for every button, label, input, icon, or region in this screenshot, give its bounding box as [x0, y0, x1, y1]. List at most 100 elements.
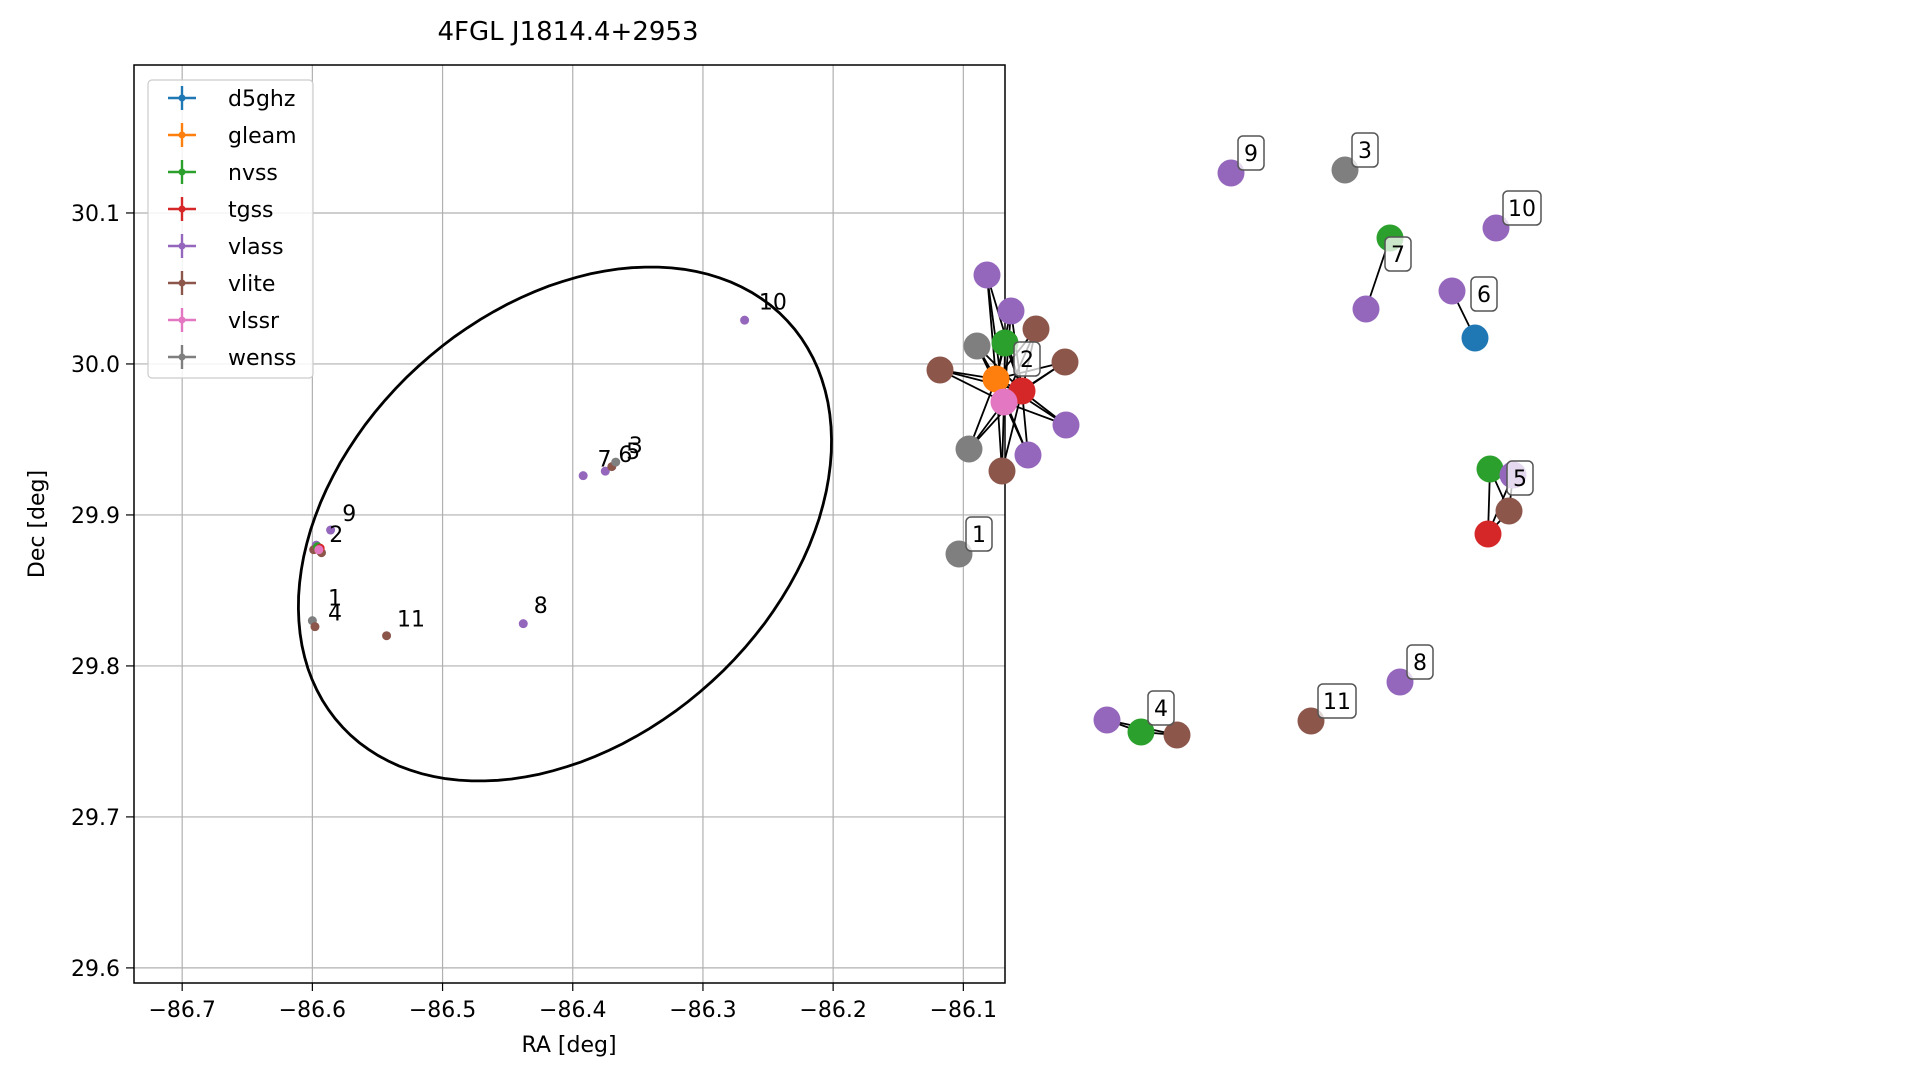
graph-node-vlite	[1495, 497, 1523, 525]
y-tick-label: 30.1	[71, 202, 120, 227]
y-tick-label: 29.7	[71, 806, 120, 831]
graph-node-vlite	[926, 356, 954, 384]
graph-label-box	[1237, 135, 1265, 171]
legend-label-tgss: tgss	[228, 198, 274, 223]
y-tick-label: 29.6	[71, 957, 120, 982]
x-tick-label: −86.5	[409, 998, 476, 1023]
graph-node-vlass	[1014, 441, 1042, 469]
graph-label-box	[1147, 690, 1175, 726]
graph-node-d5ghz	[1461, 324, 1489, 352]
uncertainty-ellipse	[296, 265, 833, 783]
graph-node-nvss	[991, 329, 1019, 357]
graph-node-wenss	[955, 435, 983, 463]
plot-frame	[133, 64, 1006, 984]
graph-label-box	[1506, 460, 1534, 496]
graph-label-box	[1317, 683, 1357, 719]
legend-label-d5ghz: d5ghz	[228, 87, 295, 112]
graph-node-vlite	[1022, 315, 1050, 343]
y-tick-label: 29.8	[71, 655, 120, 680]
graph-edge	[995, 378, 1067, 426]
data-point-vlass	[518, 619, 528, 629]
graph-label-text: 7	[1391, 243, 1405, 268]
point-label: 2	[329, 523, 343, 548]
graph-label-box	[1502, 190, 1542, 226]
graph-label-box	[1470, 276, 1498, 312]
data-point-vlite	[382, 631, 392, 641]
graph-label-text: 10	[1508, 197, 1536, 222]
point-label: 6	[618, 443, 632, 468]
data-point-vlite	[310, 622, 320, 632]
graph-node-vlass	[1093, 706, 1121, 734]
point-labels: 14 92 7 653 11 8 10	[328, 291, 787, 633]
point-label: 5	[626, 440, 640, 465]
legend-entries: d5ghz gleam nvss tgss vlass vlite vlssr wenss	[168, 86, 297, 371]
graph-label: 9	[1237, 135, 1265, 171]
legend-marker-dot	[178, 316, 186, 324]
source-points	[307, 315, 750, 641]
chart-title: 4FGL J1814.4+2953	[438, 17, 699, 47]
graph-label-text: 11	[1323, 690, 1351, 715]
y-tick-label: 30.0	[71, 353, 120, 378]
point-label: 9	[342, 502, 356, 527]
x-tick-label: −86.2	[799, 998, 866, 1023]
data-point-vlass	[326, 525, 336, 535]
graph-node-gleam	[982, 365, 1010, 393]
graph-node-nvss	[1476, 455, 1504, 483]
x-tick-label: −86.1	[930, 998, 997, 1023]
graph-label-box	[965, 516, 993, 552]
legend-label-vlass: vlass	[228, 235, 284, 260]
graph-label-text: 4	[1154, 697, 1168, 722]
x-tick-label: −86.7	[148, 998, 215, 1023]
point-label: 7	[597, 448, 611, 473]
graph-label-text: 9	[1244, 142, 1258, 167]
x-tick-label: −86.3	[669, 998, 736, 1023]
graph-label: 11	[1317, 683, 1357, 719]
data-point-vlssr	[314, 545, 324, 555]
legend-marker-dot	[178, 168, 186, 176]
graph-node-tgss	[1474, 520, 1502, 548]
y-axis-ticks: 29.6 29.7 29.8 29.9 30.0 30.1	[71, 202, 134, 982]
graph-label: 3	[1351, 132, 1379, 168]
data-point-vlass	[578, 471, 588, 481]
legend-label-vlite: vlite	[228, 272, 275, 297]
graph-label: 10	[1502, 190, 1542, 226]
graph-label: 2	[1013, 341, 1041, 377]
legend-label-vlssr: vlssr	[228, 309, 280, 334]
legend-label-wenss: wenss	[228, 346, 296, 371]
graph-node-vlass	[997, 297, 1025, 325]
graph-label-text: 2	[1020, 348, 1034, 373]
y-axis-label: Dec [deg]	[25, 470, 50, 578]
x-axis-ticks: −86.7 −86.6 −86.5 −86.4 −86.3 −86.2 −86.1	[148, 983, 997, 1023]
legend-marker-dot	[178, 242, 186, 250]
graph-node-nvss	[1127, 718, 1155, 746]
graph-label: 8	[1406, 644, 1434, 680]
graph-label-box	[1013, 341, 1041, 377]
graph-label: 4	[1147, 690, 1175, 726]
graph-label-box	[1406, 644, 1434, 680]
graph-label-box	[1351, 132, 1379, 168]
point-label: 3	[629, 434, 643, 459]
graph-label-text: 8	[1413, 651, 1427, 676]
graph-node-vlite	[1051, 348, 1079, 376]
legend-marker-dot	[178, 279, 186, 287]
data-point-vlass	[740, 315, 750, 325]
graph-label-text: 6	[1477, 283, 1491, 308]
data-point-wenss	[611, 457, 621, 467]
point-label: 8	[534, 594, 548, 619]
legend-marker-dot	[178, 205, 186, 213]
graph-label-box	[1384, 236, 1412, 272]
legend-marker-dot	[178, 353, 186, 361]
graph-label: 1	[965, 516, 993, 552]
legend-label-gleam: gleam	[228, 124, 297, 149]
legend-label-nvss: nvss	[228, 161, 278, 186]
legend-marker-dot	[178, 131, 186, 139]
graph-label: 5	[1506, 460, 1534, 496]
x-axis-label: RA [deg]	[521, 1033, 616, 1058]
graph-node-vlass	[973, 261, 1001, 289]
point-label: 10	[759, 291, 787, 316]
